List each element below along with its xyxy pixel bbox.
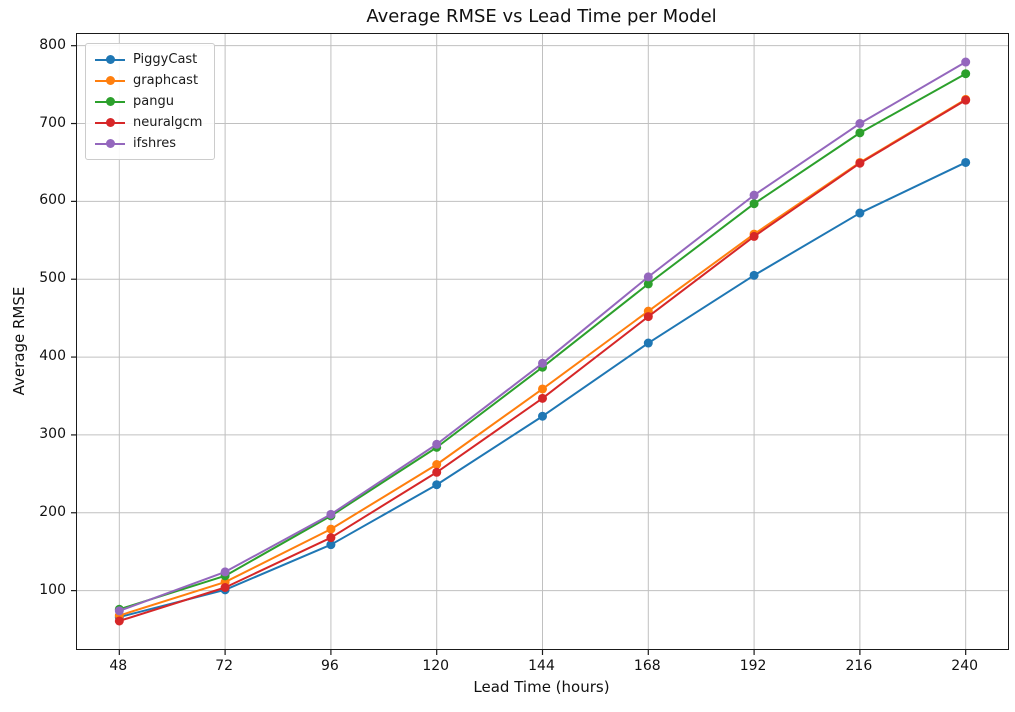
series-marker-neuralgcm (220, 583, 230, 592)
series-marker-PiggyCast (538, 411, 547, 421)
series-marker-ifshres (220, 567, 230, 577)
x-tick-label: 240 (951, 658, 979, 674)
series-marker-neuralgcm (538, 393, 547, 403)
legend-label: graphcast (133, 73, 199, 88)
series-marker-PiggyCast (643, 338, 653, 348)
legend-item-ifshres: ifshres (95, 135, 202, 152)
legend: PiggyCast graphcast pangu neuralgcm ifshres (85, 43, 216, 160)
legend-label: pangu (133, 94, 174, 109)
series-marker-neuralgcm (855, 158, 865, 168)
series-marker-ifshres (749, 190, 759, 200)
y-tick-label: 700 (39, 114, 66, 131)
chart-title: Average RMSE vs Lead Time per Model (366, 6, 717, 27)
series-marker-ifshres (114, 606, 124, 616)
series-marker-ifshres (961, 57, 971, 67)
legend-marker-pangu (95, 97, 125, 106)
x-tick-label: 96 (320, 658, 339, 674)
series-marker-neuralgcm (749, 231, 759, 241)
x-axis-label: Lead Time (hours) (473, 678, 610, 696)
y-tick-label: 200 (39, 503, 66, 520)
x-tick-label: 48 (109, 658, 128, 674)
series-marker-graphcast (326, 524, 336, 534)
y-tick-label: 300 (39, 425, 66, 442)
series-marker-pangu (961, 69, 971, 79)
series-marker-neuralgcm (432, 467, 442, 477)
x-tick-label: 72 (215, 658, 234, 674)
x-tick-label: 216 (845, 658, 873, 674)
legend-item-neuralgcm: neuralgcm (95, 114, 202, 131)
legend-label: ifshres (133, 136, 177, 151)
series-marker-ifshres (538, 358, 547, 368)
series-marker-PiggyCast (961, 157, 971, 167)
series-marker-pangu (855, 128, 865, 138)
series-marker-ifshres (855, 119, 865, 129)
legend-label: neuralgcm (133, 115, 203, 130)
x-tick-label: 120 (422, 658, 450, 674)
legend-item-pangu: pangu (95, 93, 202, 110)
legend-marker-graphcast (95, 76, 125, 85)
legend-item-PiggyCast: PiggyCast (95, 51, 202, 68)
series-marker-ifshres (643, 272, 653, 282)
series-marker-PiggyCast (749, 270, 759, 280)
chart-canvas (71, 34, 1008, 655)
legend-item-graphcast: graphcast (95, 72, 202, 89)
x-tick-label: 192 (739, 658, 767, 674)
series-marker-pangu (749, 199, 759, 209)
series-marker-neuralgcm (643, 312, 653, 322)
legend-marker-ifshres (95, 139, 125, 148)
series-marker-neuralgcm (961, 95, 971, 105)
plot-area: PiggyCast graphcast pangu neuralgcm ifshres (71, 33, 1009, 655)
series-marker-PiggyCast (432, 480, 442, 490)
series-marker-PiggyCast (855, 208, 865, 218)
y-tick-label: 500 (39, 270, 66, 287)
legend-marker-neuralgcm (95, 118, 125, 127)
y-tick-label: 100 (39, 581, 66, 598)
series-marker-ifshres (432, 439, 442, 449)
legend-marker-PiggyCast (95, 55, 125, 64)
series-marker-PiggyCast (326, 540, 336, 550)
series-marker-graphcast (432, 460, 442, 469)
series-marker-neuralgcm (114, 616, 124, 626)
series-marker-pangu (643, 279, 653, 289)
legend-label: PiggyCast (133, 52, 198, 67)
x-tick-label: 144 (528, 658, 555, 674)
series-marker-ifshres (326, 509, 336, 519)
y-tick-label: 600 (39, 192, 66, 209)
series-marker-neuralgcm (326, 533, 336, 543)
x-tick-label: 168 (633, 658, 661, 674)
series-marker-graphcast (538, 384, 547, 394)
y-tick-label: 400 (39, 348, 66, 365)
y-tick-label: 800 (39, 36, 66, 53)
